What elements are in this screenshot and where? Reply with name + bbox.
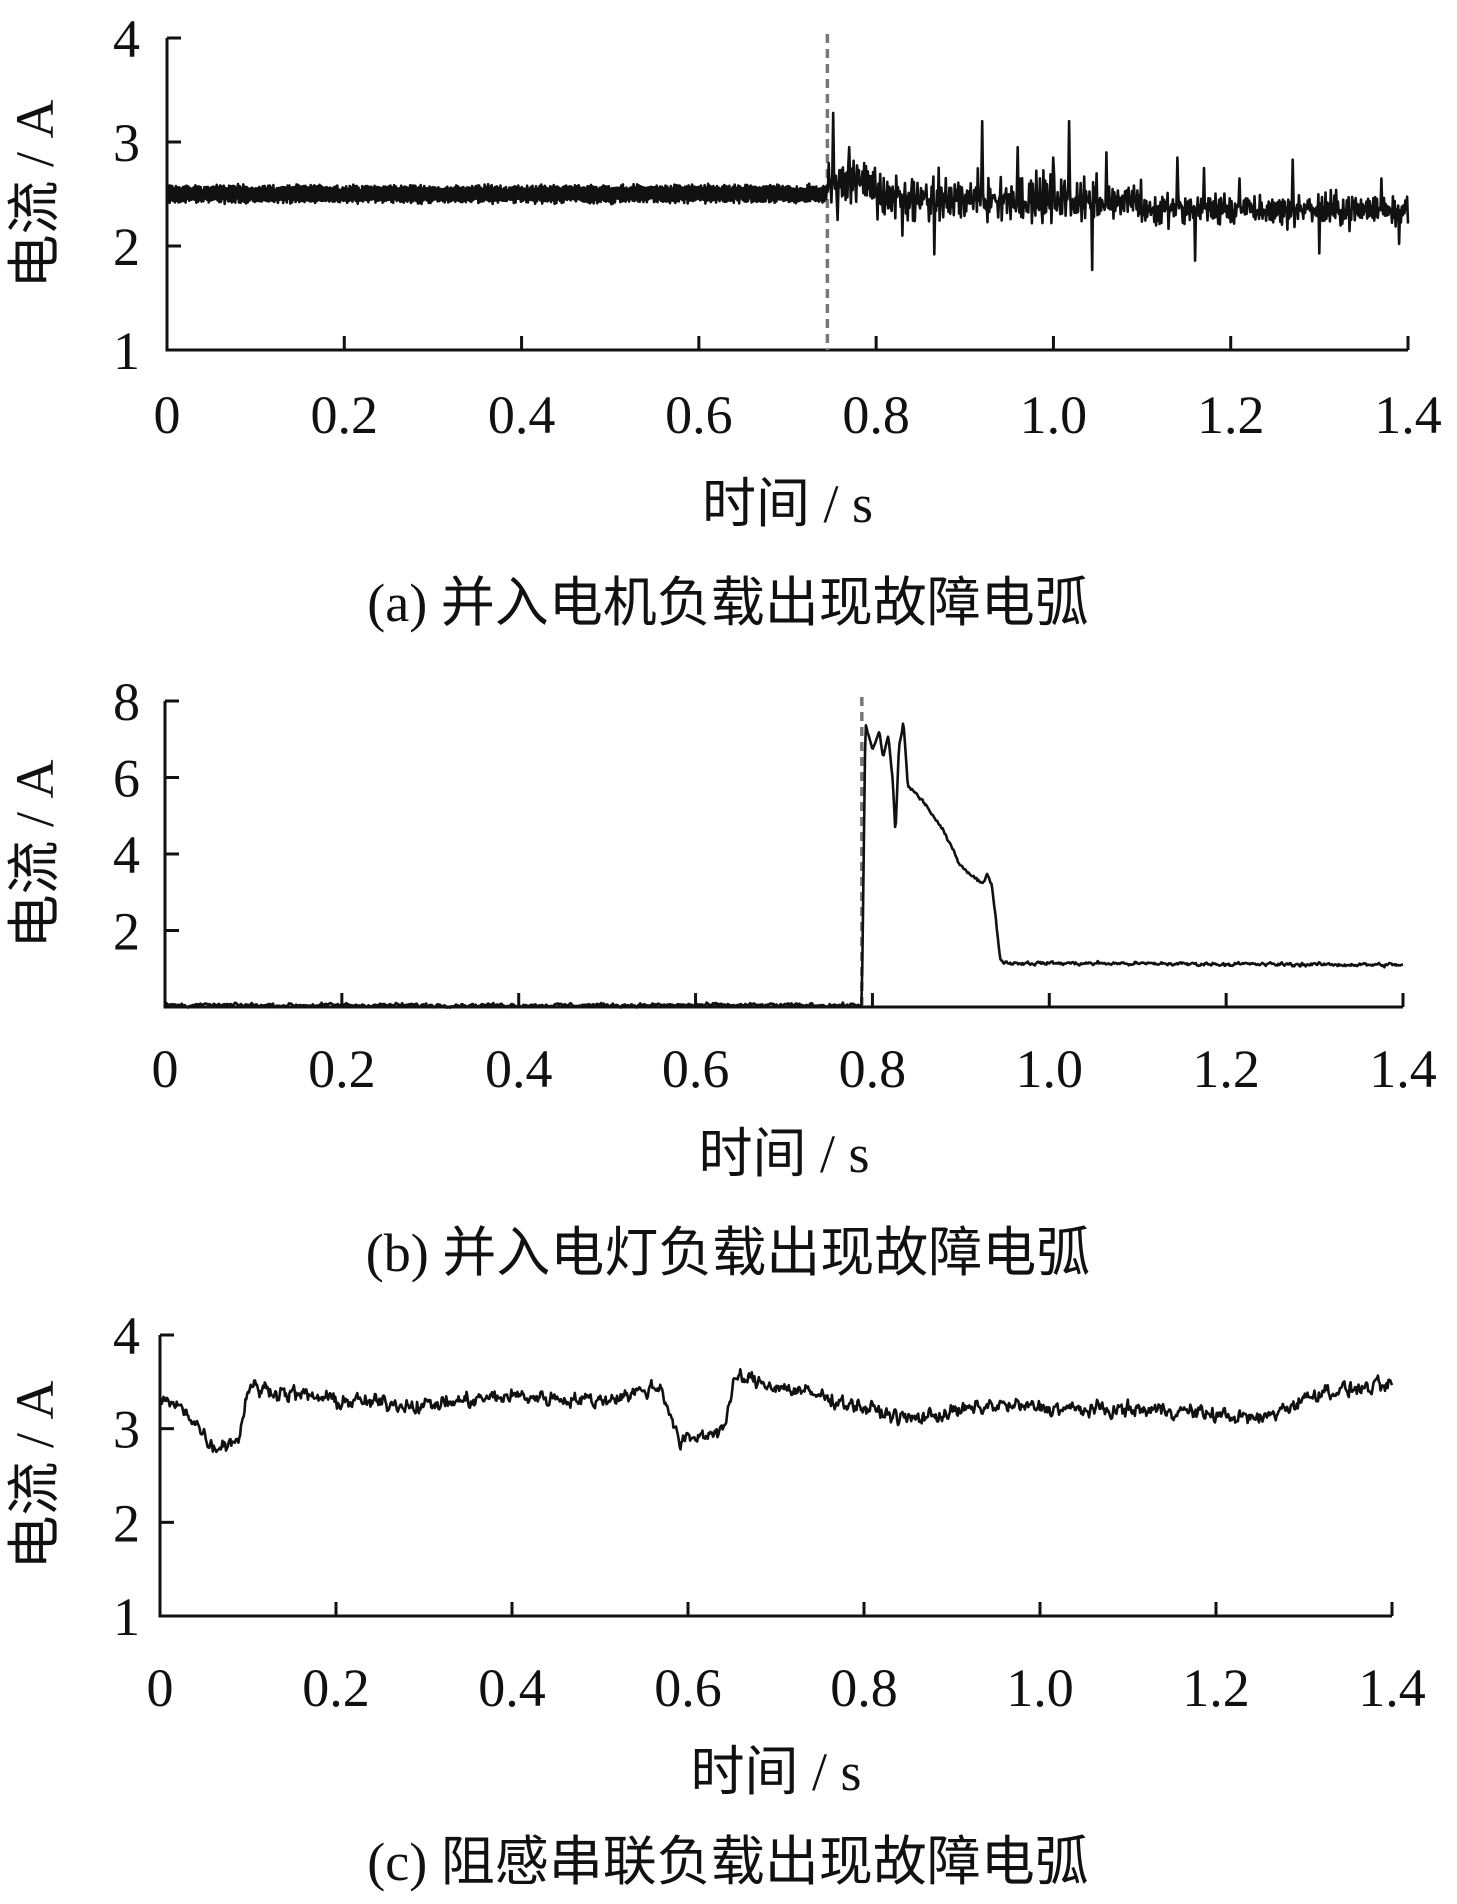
x-tick-label: 0.8	[839, 1039, 907, 1099]
y-tick-label: 1	[113, 1587, 140, 1647]
x-tick-label: 0.6	[665, 385, 733, 445]
x-tick-label: 0	[147, 1658, 174, 1718]
x-tick-label: 0.2	[302, 1658, 370, 1718]
current-series-line	[164, 722, 1404, 1009]
x-tick-label: 0	[152, 1039, 179, 1099]
y-tick-label: 6	[113, 749, 140, 809]
x-tick-label: 0.6	[654, 1658, 722, 1718]
y-tick-label: 2	[113, 902, 140, 962]
x-tick-label: 0.4	[478, 1658, 546, 1718]
x-tick-label: 1.0	[1016, 1039, 1084, 1099]
axes	[163, 701, 1403, 1009]
y-tick-label: 3	[113, 113, 140, 173]
x-tick-label: 1.4	[1374, 385, 1442, 445]
x-tick-label: 1.4	[1358, 1658, 1426, 1718]
x-tick-label: 0	[154, 385, 181, 445]
panel-c: 0 0.2 0.4 0.6 0.8 1.0 1.2 1.4 1 2 3 4 时间 / s 电流 / A (c…	[5, 1306, 1426, 1892]
y-tick-label: 3	[113, 1400, 140, 1460]
x-tick-label: 0.4	[485, 1039, 553, 1099]
panel-caption: (c) 阻感串联负载出现故障电弧	[367, 1832, 1088, 1892]
x-tick-label: 0.4	[488, 385, 556, 445]
x-axis-title: 时间 / s	[698, 1124, 869, 1184]
x-tick-label: 1.4	[1369, 1039, 1437, 1099]
x-tick-label: 1.2	[1197, 385, 1265, 445]
x-tick-label: 0.2	[311, 385, 379, 445]
current-series-line	[165, 111, 1410, 272]
y-tick-label: 2	[113, 1493, 140, 1553]
x-tick-label: 1.0	[1006, 1658, 1074, 1718]
panel-a: 0 0.2 0.4 0.6 0.8 1.0 1.2 1.4 1 2 3 4 时间 / s 电流 / A (a…	[5, 9, 1442, 633]
y-tick-label: 4	[113, 1306, 140, 1366]
x-tick-label: 0.8	[842, 385, 910, 445]
panel-b: 0 0.2 0.4 0.6 0.8 1.0 1.2 1.4 2 4 6 8 时间 / s 电流 / A (b…	[5, 672, 1437, 1283]
x-tick-label: 1.2	[1182, 1658, 1250, 1718]
x-axis-title: 时间 / s	[702, 474, 873, 534]
x-tick-label: 0.8	[830, 1658, 898, 1718]
y-tick-label: 2	[113, 217, 140, 277]
x-tick-label: 1.0	[1020, 385, 1088, 445]
panel-caption: (a) 并入电机负载出现故障电弧	[367, 573, 1088, 633]
x-tick-label: 1.2	[1192, 1039, 1260, 1099]
y-axis-title: 电流 / A	[5, 1380, 65, 1569]
y-tick-label: 4	[113, 9, 140, 69]
y-axis-title: 电流 / A	[5, 759, 65, 948]
x-tick-label: 0.2	[308, 1039, 376, 1099]
x-axis-title: 时间 / s	[690, 1742, 861, 1802]
y-tick-label: 4	[113, 825, 140, 885]
panel-caption: (b) 并入电灯负载出现故障电弧	[366, 1223, 1090, 1283]
axes	[158, 1335, 1392, 1618]
y-axis-title: 电流 / A	[5, 99, 65, 288]
y-tick-label: 8	[113, 672, 140, 732]
y-tick-label: 1	[113, 321, 140, 381]
current-series-line	[159, 1368, 1394, 1454]
x-tick-label: 0.6	[662, 1039, 730, 1099]
